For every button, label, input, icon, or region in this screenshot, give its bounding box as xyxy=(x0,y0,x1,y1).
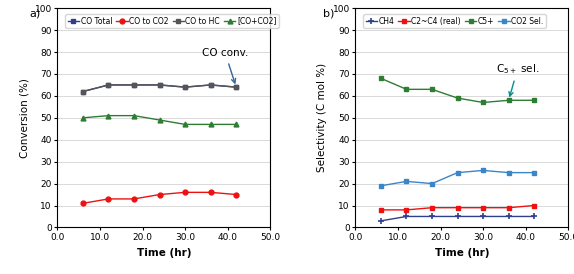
Text: C$_{5+}$ sel.: C$_{5+}$ sel. xyxy=(496,62,540,96)
C5+ xyxy=(480,101,487,104)
CO2 Sel. xyxy=(378,184,385,187)
CO to CO2 xyxy=(156,193,163,196)
Line: [CO+CO2]: [CO+CO2] xyxy=(80,113,239,127)
CO to HC xyxy=(207,83,214,87)
CO Total xyxy=(130,83,138,87)
X-axis label: Time (hr): Time (hr) xyxy=(137,247,191,258)
Line: CH4: CH4 xyxy=(378,213,537,224)
CO to CO2 xyxy=(233,193,240,196)
CO2 Sel. xyxy=(531,171,538,174)
CO to HC xyxy=(105,83,112,87)
Y-axis label: Conversion (%): Conversion (%) xyxy=(19,78,29,158)
CO to HC xyxy=(130,83,138,87)
[CO+CO2] xyxy=(105,114,112,117)
C2~C4 (real) xyxy=(403,208,410,212)
Line: CO Total: CO Total xyxy=(80,82,239,94)
Text: CO conv.: CO conv. xyxy=(202,48,249,83)
[CO+CO2] xyxy=(130,114,138,117)
Line: CO to CO2: CO to CO2 xyxy=(80,190,239,206)
Line: CO to HC: CO to HC xyxy=(80,82,239,94)
C2~C4 (real) xyxy=(378,208,385,212)
Line: C5+: C5+ xyxy=(378,76,537,105)
C5+ xyxy=(378,77,385,80)
C5+ xyxy=(531,99,538,102)
CO to CO2 xyxy=(181,191,188,194)
Line: CO2 Sel.: CO2 Sel. xyxy=(378,168,537,188)
CO Total xyxy=(79,90,87,93)
CH4 xyxy=(378,219,385,222)
CO to HC xyxy=(79,90,87,93)
[CO+CO2] xyxy=(233,123,240,126)
C5+ xyxy=(429,88,436,91)
CO Total xyxy=(207,83,214,87)
CO to CO2 xyxy=(105,197,112,201)
CO2 Sel. xyxy=(403,180,410,183)
CH4 xyxy=(429,215,436,218)
CH4 xyxy=(403,215,410,218)
Legend: CO Total, CO to CO2, CO to HC, [CO+CO2]: CO Total, CO to CO2, CO to HC, [CO+CO2] xyxy=(65,14,278,28)
CO Total xyxy=(181,85,188,89)
CO2 Sel. xyxy=(429,182,436,185)
CO2 Sel. xyxy=(505,171,512,174)
CO Total xyxy=(233,85,240,89)
C2~C4 (real) xyxy=(505,206,512,209)
Line: C2~C4 (real): C2~C4 (real) xyxy=(378,203,537,212)
CO to HC xyxy=(156,83,163,87)
C2~C4 (real) xyxy=(480,206,487,209)
C5+ xyxy=(403,88,410,91)
CO to HC xyxy=(181,85,188,89)
CH4 xyxy=(454,215,461,218)
C2~C4 (real) xyxy=(429,206,436,209)
CO to CO2 xyxy=(130,197,138,201)
CO to HC xyxy=(233,85,240,89)
CO Total xyxy=(156,83,163,87)
CH4 xyxy=(505,215,512,218)
C5+ xyxy=(454,96,461,100)
Text: a): a) xyxy=(30,8,41,18)
C5+ xyxy=(505,99,512,102)
[CO+CO2] xyxy=(181,123,188,126)
CH4 xyxy=(531,215,538,218)
CH4 xyxy=(480,215,487,218)
Text: b): b) xyxy=(324,8,335,18)
Legend: CH4, C2~C4 (real), C5+, CO2 Sel.: CH4, C2~C4 (real), C5+, CO2 Sel. xyxy=(363,14,546,28)
CO Total xyxy=(105,83,112,87)
CO2 Sel. xyxy=(454,171,461,174)
X-axis label: Time (hr): Time (hr) xyxy=(435,247,489,258)
Y-axis label: Selectivity (C mol %): Selectivity (C mol %) xyxy=(317,63,327,172)
C2~C4 (real) xyxy=(531,204,538,207)
[CO+CO2] xyxy=(156,118,163,122)
CO to CO2 xyxy=(79,202,87,205)
[CO+CO2] xyxy=(207,123,214,126)
CO to CO2 xyxy=(207,191,214,194)
CO2 Sel. xyxy=(480,169,487,172)
[CO+CO2] xyxy=(79,116,87,119)
C2~C4 (real) xyxy=(454,206,461,209)
